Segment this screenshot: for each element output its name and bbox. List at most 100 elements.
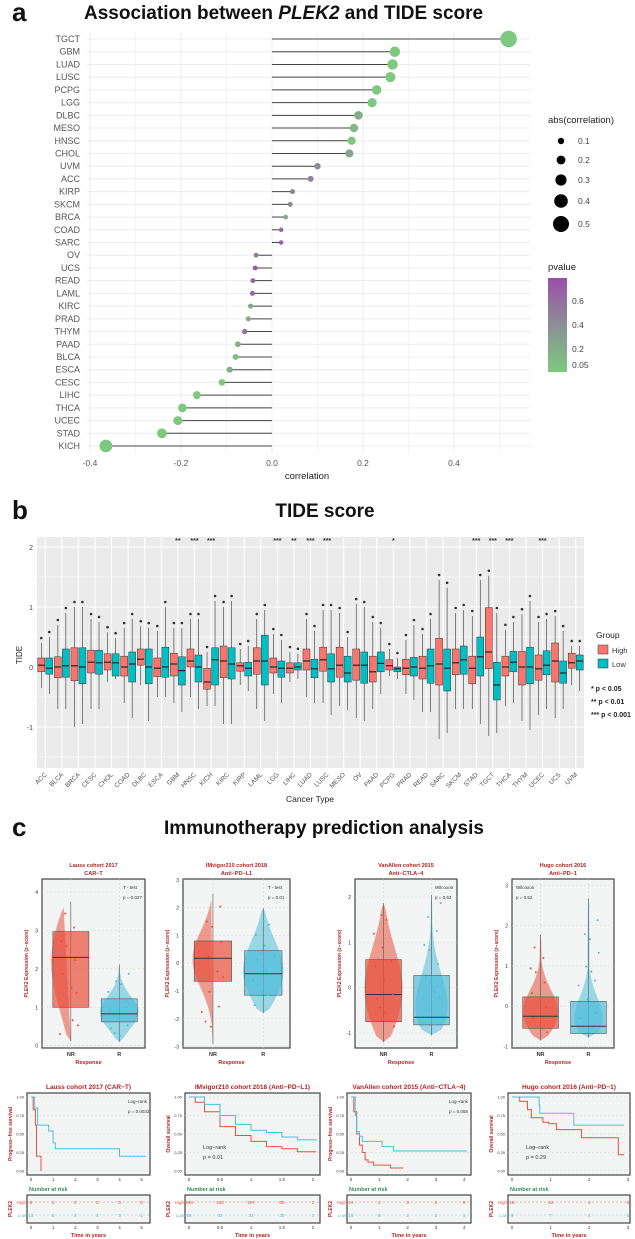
lollipop-dot [253, 252, 259, 258]
risk-count: 107 [247, 1200, 255, 1205]
lollipop-dot [371, 85, 382, 95]
x-tick-label: 3 [96, 1177, 99, 1182]
outlier-point [338, 606, 341, 610]
outlier-point [230, 594, 233, 598]
data-point [252, 979, 255, 982]
outlier-point [263, 603, 267, 607]
box-low [360, 651, 368, 684]
outlier-point [189, 612, 192, 616]
data-point [583, 933, 586, 936]
km-title: IMvigor210 cohort 2018 (Anti−PD−L1) [195, 1084, 310, 1091]
x-tick-label: NR [380, 1052, 388, 1058]
category-label: BRCA [55, 212, 80, 222]
significance-label: ** [291, 538, 297, 545]
box-low [227, 647, 236, 680]
category-label: KIRC [58, 301, 80, 311]
x-tick-label: SKCM [445, 771, 463, 789]
panel-b-letter: b [12, 495, 28, 525]
test-name: Log−rank [526, 1145, 549, 1151]
box-low [244, 661, 252, 677]
x-tick-label: MESO [329, 771, 347, 789]
data-point [74, 959, 77, 962]
risk-x-tick-label: 4 [463, 1225, 466, 1230]
lollipop-dot [99, 439, 113, 453]
data-point [424, 976, 427, 979]
category-label: LAML [56, 288, 80, 298]
x-tick-label: CESC [81, 771, 99, 789]
significance-label: ** [175, 538, 181, 545]
risk-count: 24 [348, 1200, 354, 1205]
category-label: COAD [54, 225, 81, 235]
x-tick-label: 1 [378, 1177, 381, 1182]
data-point [253, 1004, 256, 1007]
risk-count: 18 [509, 1200, 515, 1205]
box-r [100, 998, 138, 1023]
x-tick-label: 3 [435, 1177, 438, 1182]
y-tick-label: 1 [348, 940, 351, 946]
data-point [65, 945, 68, 948]
x-tick-label: 4 [463, 1177, 466, 1182]
y-tick-label: 3 [505, 883, 508, 889]
risk-count: 58 [186, 1213, 192, 1218]
box-low [393, 666, 402, 673]
outlier-point [561, 624, 565, 628]
outlier-point [147, 621, 151, 625]
color-legend-label: 0.6 [572, 296, 584, 306]
lollipop-dot [234, 341, 241, 348]
data-point [71, 1019, 74, 1022]
survival-curve-low [512, 1096, 625, 1126]
lollipop-dot [192, 391, 201, 400]
y-tick-label: 0.50 [16, 1132, 25, 1137]
data-point [434, 1023, 437, 1026]
x-tick-label: KICH [199, 771, 215, 787]
survival-curve-high [512, 1096, 625, 1156]
y-tick-label: 0.25 [336, 1150, 345, 1155]
x-tick-label: UCS [548, 771, 563, 786]
outlier-point [537, 615, 540, 619]
data-point [544, 1006, 547, 1009]
category-label: UCEC [54, 416, 80, 426]
x-tick-label: UVM [564, 771, 579, 786]
lollipop-dot [249, 290, 255, 296]
p-value: p = 0.63 [435, 895, 452, 900]
outlier-point [47, 630, 51, 634]
lollipop-dot [241, 328, 248, 335]
category-label: LUAD [56, 59, 81, 69]
risk-count: 0 [118, 1200, 121, 1205]
data-point [587, 905, 590, 908]
legend-swatch [597, 644, 609, 655]
risk-x-tick-label: 0 [188, 1225, 191, 1230]
risk-x-tick-label: 1 [52, 1225, 55, 1230]
x-axis-label: Response [388, 1060, 414, 1066]
risk-count: 2 [378, 1200, 381, 1205]
outlier-point [388, 642, 391, 646]
y-axis-label: Progress−free survival [8, 1106, 14, 1161]
data-point [530, 992, 533, 995]
lollipop-dot [287, 201, 293, 207]
y-tick-label: 1.00 [16, 1095, 25, 1100]
x-tick-label: READ [412, 771, 430, 789]
p-value: p = 0.058 [449, 1109, 468, 1114]
outlier-point [371, 615, 375, 619]
outlier-point [354, 597, 358, 601]
data-point [220, 940, 223, 943]
box-high [468, 655, 477, 685]
legend-label: High [612, 646, 627, 655]
category-label: SARC [55, 238, 81, 248]
risk-count: 6 [30, 1200, 33, 1205]
y-tick-label: 0.75 [497, 1113, 506, 1118]
x-axis-label: Time in years [235, 1233, 270, 1239]
risk-count: 163 [216, 1200, 224, 1205]
risk-count: 20 [279, 1213, 285, 1218]
significance-label: *** [538, 538, 546, 545]
survival-curve-high [189, 1096, 316, 1153]
lollipop-dot [226, 366, 233, 373]
survival-curve-low [31, 1096, 146, 1157]
risk-count: 0 [463, 1200, 466, 1205]
data-point [585, 965, 588, 968]
box-low [161, 646, 170, 678]
box-high [203, 667, 211, 690]
y-axis-label: PLEK2 Expression (z−score) [494, 929, 500, 997]
y-tick-label: 1 [176, 933, 179, 939]
y-tick-label: 1.00 [336, 1095, 345, 1100]
